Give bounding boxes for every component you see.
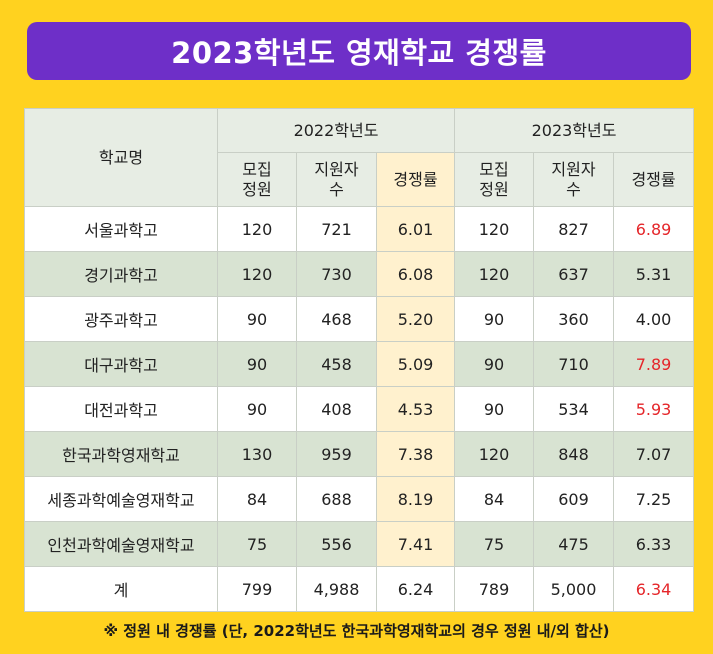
competition-table-container: 학교명 2022학년도 2023학년도 모집 정원 지원자 수 경쟁률 모집 정… [24, 108, 695, 612]
competition-table: 학교명 2022학년도 2023학년도 모집 정원 지원자 수 경쟁률 모집 정… [24, 108, 695, 612]
applicants-2023-cell: 534 [533, 386, 615, 432]
rate-2022-cell: 5.09 [375, 341, 456, 387]
rate-2023-cell: 5.93 [613, 386, 695, 432]
school-name-cell: 한국과학영재학교 [24, 431, 218, 477]
quota-2022-cell: 90 [217, 386, 297, 432]
school-name-cell: 대구과학고 [24, 341, 218, 387]
quota-2022-cell: 90 [217, 341, 297, 387]
school-name-cell: 서울과학고 [24, 206, 218, 252]
applicants-2022-cell: 468 [296, 296, 377, 342]
quota-2023-cell: 90 [454, 386, 535, 432]
school-name-cell: 인천과학예술영재학교 [24, 521, 218, 567]
applicants-2022-cell: 688 [296, 476, 377, 522]
school-name-cell: 세종과학예술영재학교 [24, 476, 218, 522]
rate-2022-cell: 6.24 [375, 566, 456, 612]
rate-2022-cell: 6.01 [375, 206, 456, 252]
applicants-2022-cell: 556 [296, 521, 377, 567]
applicants-2023-cell: 609 [533, 476, 615, 522]
quota-2023-cell: 120 [454, 431, 535, 477]
applicants-2022-cell: 4,988 [296, 566, 377, 612]
applicants-2022-cell: 959 [296, 431, 377, 477]
year-2023-header: 2023학년도 [454, 108, 695, 153]
quota-2022-cell: 75 [217, 521, 297, 567]
applicants-2023-cell: 360 [533, 296, 615, 342]
school-name-cell: 계 [24, 566, 218, 612]
quota-2023-cell: 90 [454, 296, 535, 342]
table-row: 대구과학고 90 458 5.09 90 710 7.89 [24, 341, 695, 387]
table-row: 세종과학예술영재학교 84 688 8.19 84 609 7.25 [24, 476, 695, 522]
rate-2023-cell: 6.34 [613, 566, 695, 612]
quota-2023-cell: 90 [454, 341, 535, 387]
table-row: 광주과학고 90 468 5.20 90 360 4.00 [24, 296, 695, 342]
school-name-cell: 광주과학고 [24, 296, 218, 342]
total-row: 계 799 4,988 6.24 789 5,000 6.34 [24, 566, 695, 612]
quota-2022-cell: 84 [217, 476, 297, 522]
page-title: 2023학년도 영재학교 경쟁률 [171, 36, 547, 70]
rate-2023-cell: 7.89 [613, 341, 695, 387]
footnote: ※ 정원 내 경쟁률 (단, 2022학년도 한국과학영재학교의 경우 정원 내… [103, 622, 610, 640]
quota-2022-cell: 120 [217, 251, 297, 297]
applicants-2023-cell: 475 [533, 521, 615, 567]
table-row: 대전과학고 90 408 4.53 90 534 5.93 [24, 386, 695, 432]
school-name-cell: 대전과학고 [24, 386, 218, 432]
quota-2022-cell: 130 [217, 431, 297, 477]
applicants-header-2023: 지원자 수 [533, 152, 615, 207]
rate-2023-cell: 6.33 [613, 521, 695, 567]
applicants-2022-cell: 458 [296, 341, 377, 387]
applicants-2023-cell: 827 [533, 206, 615, 252]
school-name-cell: 경기과학고 [24, 251, 218, 297]
rate-2022-cell: 5.20 [375, 296, 456, 342]
rate-2023-cell: 5.31 [613, 251, 695, 297]
rate-header-2023: 경쟁률 [613, 152, 695, 207]
quota-2022-cell: 120 [217, 206, 297, 252]
school-name-header: 학교명 [24, 108, 218, 207]
applicants-2022-cell: 730 [296, 251, 377, 297]
rate-2022-cell: 8.19 [375, 476, 456, 522]
quota-2023-cell: 789 [454, 566, 535, 612]
year-2022-header: 2022학년도 [216, 108, 456, 153]
table-row: 인천과학예술영재학교 75 556 7.41 75 475 6.33 [24, 521, 695, 567]
table-row: 경기과학고 120 730 6.08 120 637 5.31 [24, 251, 695, 297]
rate-2022-cell: 7.41 [375, 521, 456, 567]
applicants-2023-cell: 848 [533, 431, 615, 477]
table-row: 한국과학영재학교 130 959 7.38 120 848 7.07 [24, 431, 695, 477]
applicants-2022-cell: 408 [296, 386, 377, 432]
applicants-2023-cell: 5,000 [533, 566, 615, 612]
quota-header-2022: 모집 정원 [217, 152, 297, 207]
table-row: 서울과학고 120 721 6.01 120 827 6.89 [24, 206, 695, 252]
applicants-2022-cell: 721 [296, 206, 377, 252]
quota-2023-cell: 120 [454, 206, 535, 252]
applicants-2023-cell: 710 [533, 341, 615, 387]
rate-2022-cell: 4.53 [375, 386, 456, 432]
quota-2022-cell: 90 [217, 296, 297, 342]
quota-header-2023: 모집 정원 [454, 152, 535, 207]
applicants-2023-cell: 637 [533, 251, 615, 297]
rate-2023-cell: 6.89 [613, 206, 695, 252]
quota-2023-cell: 120 [454, 251, 535, 297]
title-banner: 2023학년도 영재학교 경쟁률 [27, 22, 691, 80]
rate-2023-cell: 7.25 [613, 476, 695, 522]
quota-2023-cell: 75 [454, 521, 535, 567]
rate-2023-cell: 7.07 [613, 431, 695, 477]
rate-2022-cell: 6.08 [375, 251, 456, 297]
rate-2023-cell: 4.00 [613, 296, 695, 342]
rate-header-2022: 경쟁률 [375, 152, 456, 207]
applicants-header-2022: 지원자 수 [296, 152, 377, 207]
quota-2023-cell: 84 [454, 476, 535, 522]
quota-2022-cell: 799 [217, 566, 297, 612]
rate-2022-cell: 7.38 [375, 431, 456, 477]
